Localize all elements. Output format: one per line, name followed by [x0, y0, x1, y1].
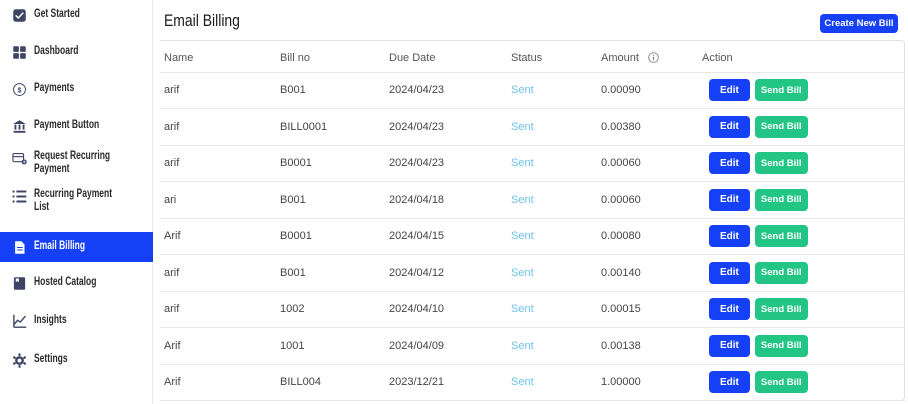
svg-text:$: $ — [18, 87, 22, 94]
